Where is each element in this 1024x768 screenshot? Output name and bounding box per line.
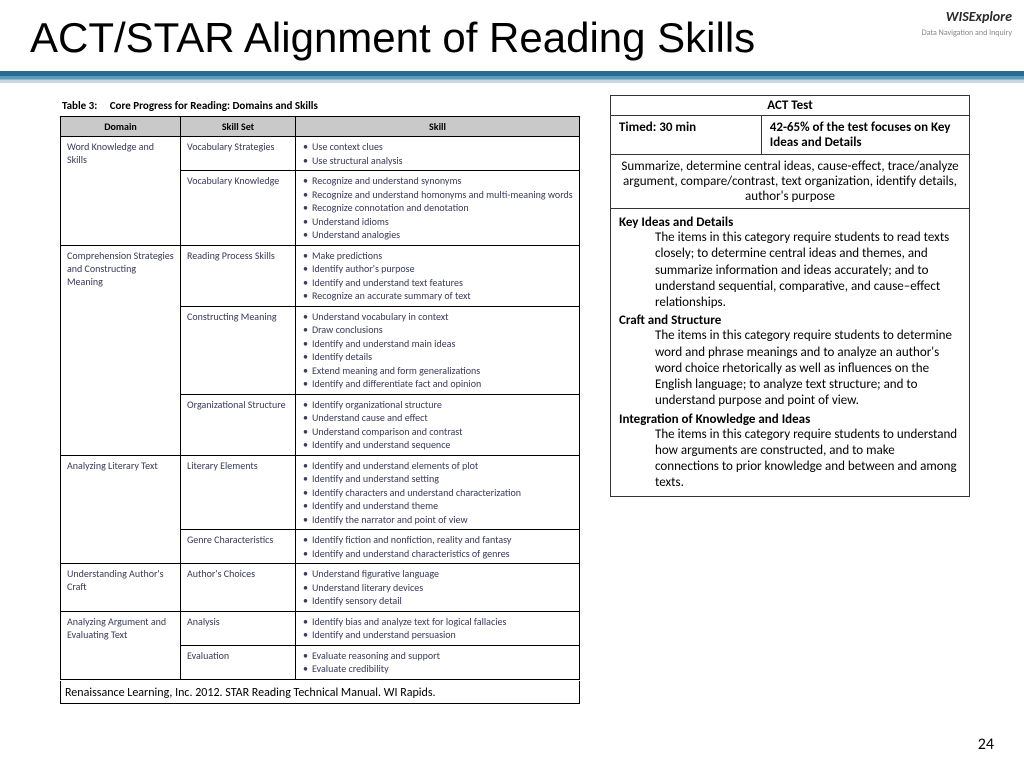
skill-item: Identify and understand setting — [302, 472, 573, 486]
table-cell-skillset: Analysis — [181, 611, 296, 645]
table-cell-skillset: Constructing Meaning — [181, 306, 296, 394]
logo-sub: Data Navigation and Inquiry — [922, 28, 1012, 38]
table3-header-domain: Domain — [61, 117, 181, 137]
table-cell-domain: Word Knowledge and Skills — [61, 137, 181, 246]
skill-item: Understand literary devices — [302, 581, 573, 595]
divider-bar — [0, 71, 1024, 83]
page-number: 24 — [978, 735, 994, 754]
skill-item: Identify characters and understand chara… — [302, 486, 573, 500]
skill-item: Identify and understand text features — [302, 276, 573, 290]
act-sections-cell: Key Ideas and DetailsThe items in this c… — [611, 209, 970, 497]
content-area: Table 3: Core Progress for Reading: Doma… — [0, 83, 1024, 704]
skill-item: Identify details — [302, 350, 573, 364]
table3-caption-text: Core Progress for Reading: Domains and S… — [110, 99, 318, 112]
skill-item: Evaluate reasoning and support — [302, 649, 573, 663]
table3-caption: Table 3: Core Progress for Reading: Doma… — [60, 95, 580, 116]
table-cell-domain: Comprehension Strategies and Constructin… — [61, 245, 181, 455]
skill-item: Draw conclusions — [302, 323, 573, 337]
skill-item: Extend meaning and form generalizations — [302, 364, 573, 378]
act-section-body: The items in this category require stude… — [619, 328, 961, 409]
table-cell-skillset: Vocabulary Strategies — [181, 137, 296, 171]
table-cell-skills: Make predictionsIdentify author's purpos… — [296, 245, 580, 306]
act-section-body: The items in this category require stude… — [619, 427, 961, 492]
table-cell-skills: Understand vocabulary in contextDraw con… — [296, 306, 580, 394]
skill-item: Evaluate credibility — [302, 662, 573, 676]
table-cell-skills: Identify and understand elements of plot… — [296, 455, 580, 530]
skill-item: Understand cause and effect — [302, 411, 573, 425]
table-cell-skills: Use context cluesUse structural analysis — [296, 137, 580, 171]
act-table: ACT Test Timed: 30 min 42-65% of the tes… — [610, 95, 970, 497]
act-section-title: Key Ideas and Details — [619, 215, 961, 230]
skill-item: Identify organizational structure — [302, 398, 573, 412]
table-cell-skillset: Literary Elements — [181, 455, 296, 530]
table3-source: Renaissance Learning, Inc. 2012. STAR Re… — [60, 681, 580, 704]
skill-item: Identify and understand elements of plot — [302, 459, 573, 473]
skill-item: Identify and differentiate fact and opin… — [302, 377, 573, 391]
act-timed: Timed: 30 min — [611, 116, 762, 155]
table-cell-skills: Evaluate reasoning and supportEvaluate c… — [296, 645, 580, 679]
skill-item: Identify sensory detail — [302, 594, 573, 608]
skill-item: Recognize an accurate summary of text — [302, 289, 573, 303]
table-cell-skills: Identify bias and analyze text for logic… — [296, 611, 580, 645]
skill-item: Make predictions — [302, 249, 573, 263]
table-cell-skills: Identify fiction and nonfiction, reality… — [296, 530, 580, 564]
skill-item: Use context clues — [302, 140, 573, 154]
table-cell-skillset: Organizational Structure — [181, 394, 296, 455]
skill-item: Recognize and understand synonyms — [302, 174, 573, 188]
table-cell-skillset: Genre Characteristics — [181, 530, 296, 564]
table-cell-domain: Analyzing Literary Text — [61, 455, 181, 564]
left-panel: Table 3: Core Progress for Reading: Doma… — [60, 95, 580, 704]
act-title: ACT Test — [611, 96, 970, 116]
table-cell-skillset: Reading Process Skills — [181, 245, 296, 306]
act-section-title: Integration of Knowledge and Ideas — [619, 412, 961, 427]
table-cell-domain: Understanding Author's Craft — [61, 564, 181, 612]
act-summary: Summarize, determine central ideas, caus… — [611, 155, 970, 209]
skill-item: Identify bias and analyze text for logic… — [302, 615, 573, 629]
skill-item: Understand idioms — [302, 215, 573, 229]
act-focus: 42-65% of the test focuses on Key Ideas … — [761, 116, 969, 155]
table-cell-skillset: Author's Choices — [181, 564, 296, 612]
table-cell-skillset: Vocabulary Knowledge — [181, 171, 296, 246]
skill-item: Identify and understand characteristics … — [302, 547, 573, 561]
skill-item: Identify and understand sequence — [302, 438, 573, 452]
skill-item: Use structural analysis — [302, 154, 573, 168]
table-cell-skillset: Evaluation — [181, 645, 296, 679]
table3-header-skillset: Skill Set — [181, 117, 296, 137]
table3-header-skill: Skill — [296, 117, 580, 137]
skill-item: Identify the narrator and point of view — [302, 513, 573, 527]
act-section-title: Craft and Structure — [619, 313, 961, 328]
page-title: ACT/STAR Alignment of Reading Skills — [0, 0, 1024, 61]
skill-item: Understand comparison and contrast — [302, 425, 573, 439]
table-cell-domain: Analyzing Argument and Evaluating Text — [61, 611, 181, 679]
skill-item: Understand figurative language — [302, 567, 573, 581]
table3: Domain Skill Set Skill Word Knowledge an… — [60, 116, 580, 680]
logo: WISExplore Data Navigation and Inquiry — [922, 8, 1012, 38]
table-cell-skills: Understand figurative languageUnderstand… — [296, 564, 580, 612]
table-cell-skills: Identify organizational structureUnderst… — [296, 394, 580, 455]
skill-item: Identify fiction and nonfiction, reality… — [302, 533, 573, 547]
table-cell-skills: Recognize and understand synonymsRecogni… — [296, 171, 580, 246]
skill-item: Recognize connotation and denotation — [302, 201, 573, 215]
table3-caption-label: Table 3: — [62, 99, 97, 112]
skill-item: Understand vocabulary in context — [302, 310, 573, 324]
logo-brand: WISExplore — [946, 8, 1012, 25]
skill-item: Understand analogies — [302, 228, 573, 242]
skill-item: Identify author's purpose — [302, 262, 573, 276]
skill-item: Identify and understand theme — [302, 499, 573, 513]
act-section-body: The items in this category require stude… — [619, 230, 961, 311]
skill-item: Identify and understand main ideas — [302, 337, 573, 351]
skill-item: Recognize and understand homonyms and mu… — [302, 188, 573, 202]
right-panel: ACT Test Timed: 30 min 42-65% of the tes… — [610, 95, 970, 704]
skill-item: Identify and understand persuasion — [302, 628, 573, 642]
